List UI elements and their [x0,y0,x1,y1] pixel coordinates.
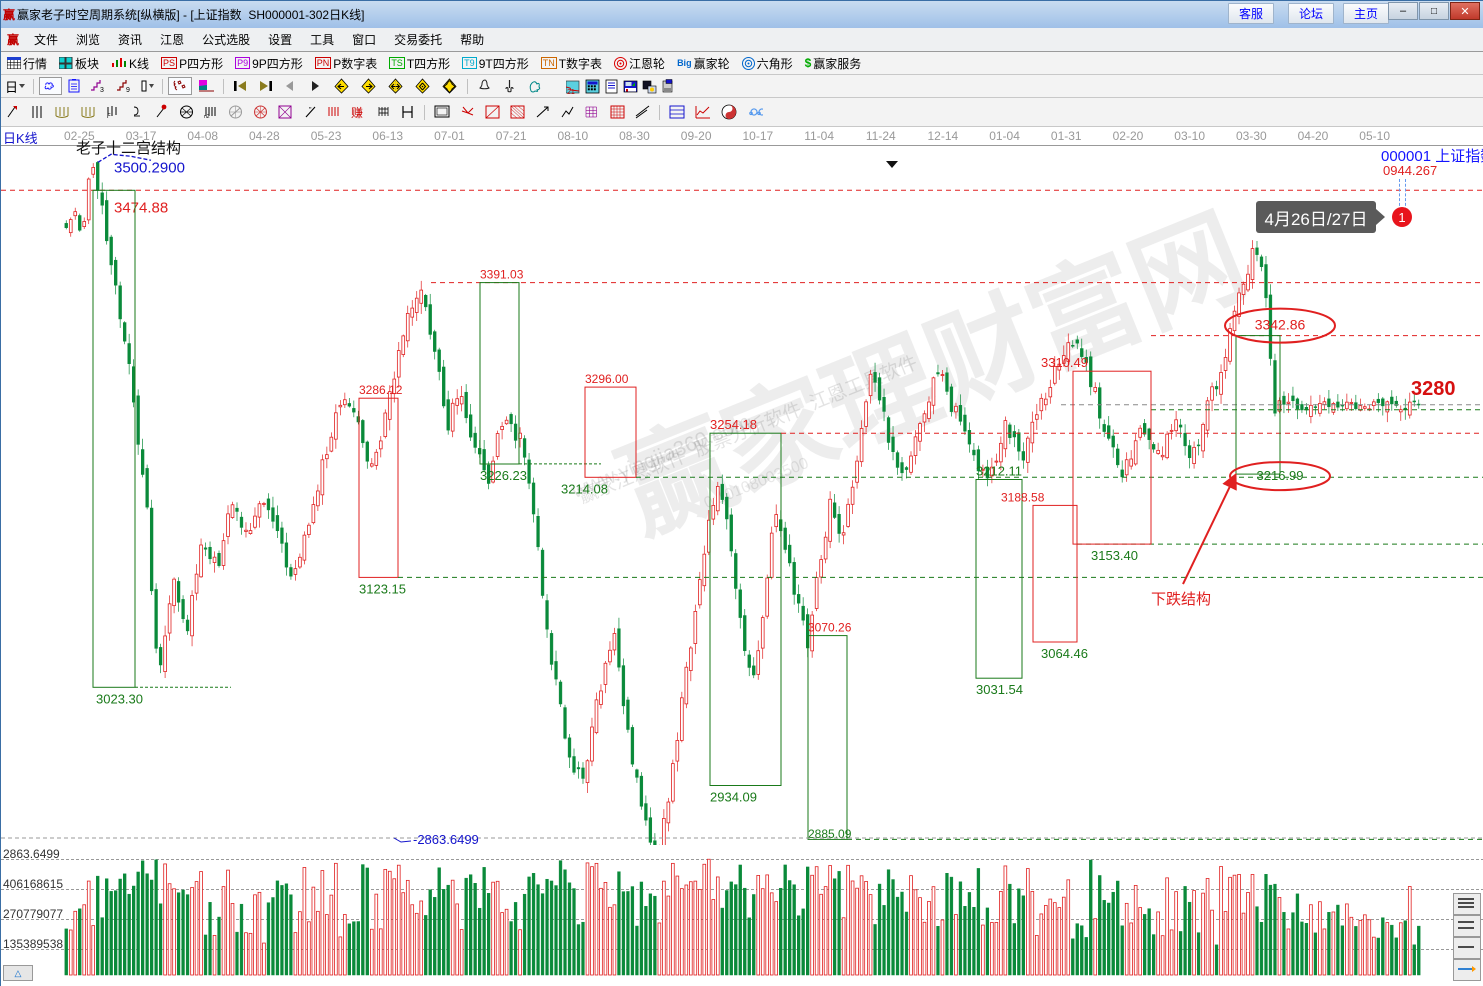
svg-text:2885.09: 2885.09 [808,827,852,841]
svg-text:3188.58: 3188.58 [1001,490,1045,504]
svg-text:9: 9 [126,87,130,93]
svg-text:3: 3 [100,87,104,93]
svg-text:3254.18: 3254.18 [710,417,757,432]
svg-text:3064.46: 3064.46 [1041,646,1088,661]
svg-text:3216.99: 3216.99 [1257,468,1304,483]
svg-text:下跌结构: 下跌结构 [1151,591,1211,608]
svg-text:3474.88: 3474.88 [114,199,168,216]
svg-text:3123.15: 3123.15 [359,581,406,596]
svg-text:赚: 赚 [351,105,363,119]
svg-text:3031.54: 3031.54 [976,682,1023,697]
svg-text:3286.12: 3286.12 [359,383,403,397]
svg-text:3342.86: 3342.86 [1255,317,1306,333]
svg-text:3070.26: 3070.26 [808,621,852,635]
svg-text:2934.09: 2934.09 [710,790,757,805]
svg-text:3500.2900: 3500.2900 [114,159,185,176]
svg-text:3214.08: 3214.08 [561,481,608,496]
svg-text:n2: n2 [204,114,210,119]
svg-text:3310.49: 3310.49 [1041,355,1088,370]
svg-text:-2863.6499: -2863.6499 [413,832,479,845]
svg-text:3212.11: 3212.11 [976,464,1022,479]
svg-text:3226.23: 3226.23 [480,468,527,483]
svg-text:3296.00: 3296.00 [585,372,629,386]
svg-text:3153.40: 3153.40 [1091,548,1138,563]
svg-text:F: F [107,114,111,119]
svg-text:21: 21 [567,89,575,95]
svg-text:3023.30: 3023.30 [96,691,143,706]
svg-text:3391.03: 3391.03 [480,268,524,282]
